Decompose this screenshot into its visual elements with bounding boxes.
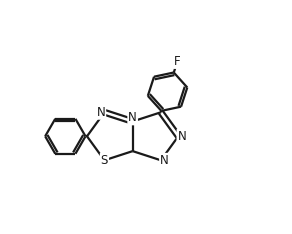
Text: N: N bbox=[178, 130, 186, 143]
Text: N: N bbox=[96, 106, 105, 119]
Text: N: N bbox=[128, 111, 137, 124]
Text: F: F bbox=[174, 55, 181, 68]
Text: S: S bbox=[101, 154, 108, 167]
Text: N: N bbox=[160, 154, 169, 167]
